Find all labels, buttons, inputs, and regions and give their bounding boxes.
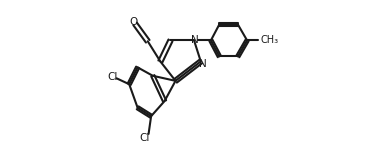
Text: O: O	[130, 17, 138, 27]
Text: Cl: Cl	[107, 72, 118, 82]
Text: N: N	[200, 59, 207, 69]
Text: Cl: Cl	[139, 133, 150, 143]
Text: N: N	[191, 35, 199, 45]
Text: CH₃: CH₃	[260, 35, 278, 45]
